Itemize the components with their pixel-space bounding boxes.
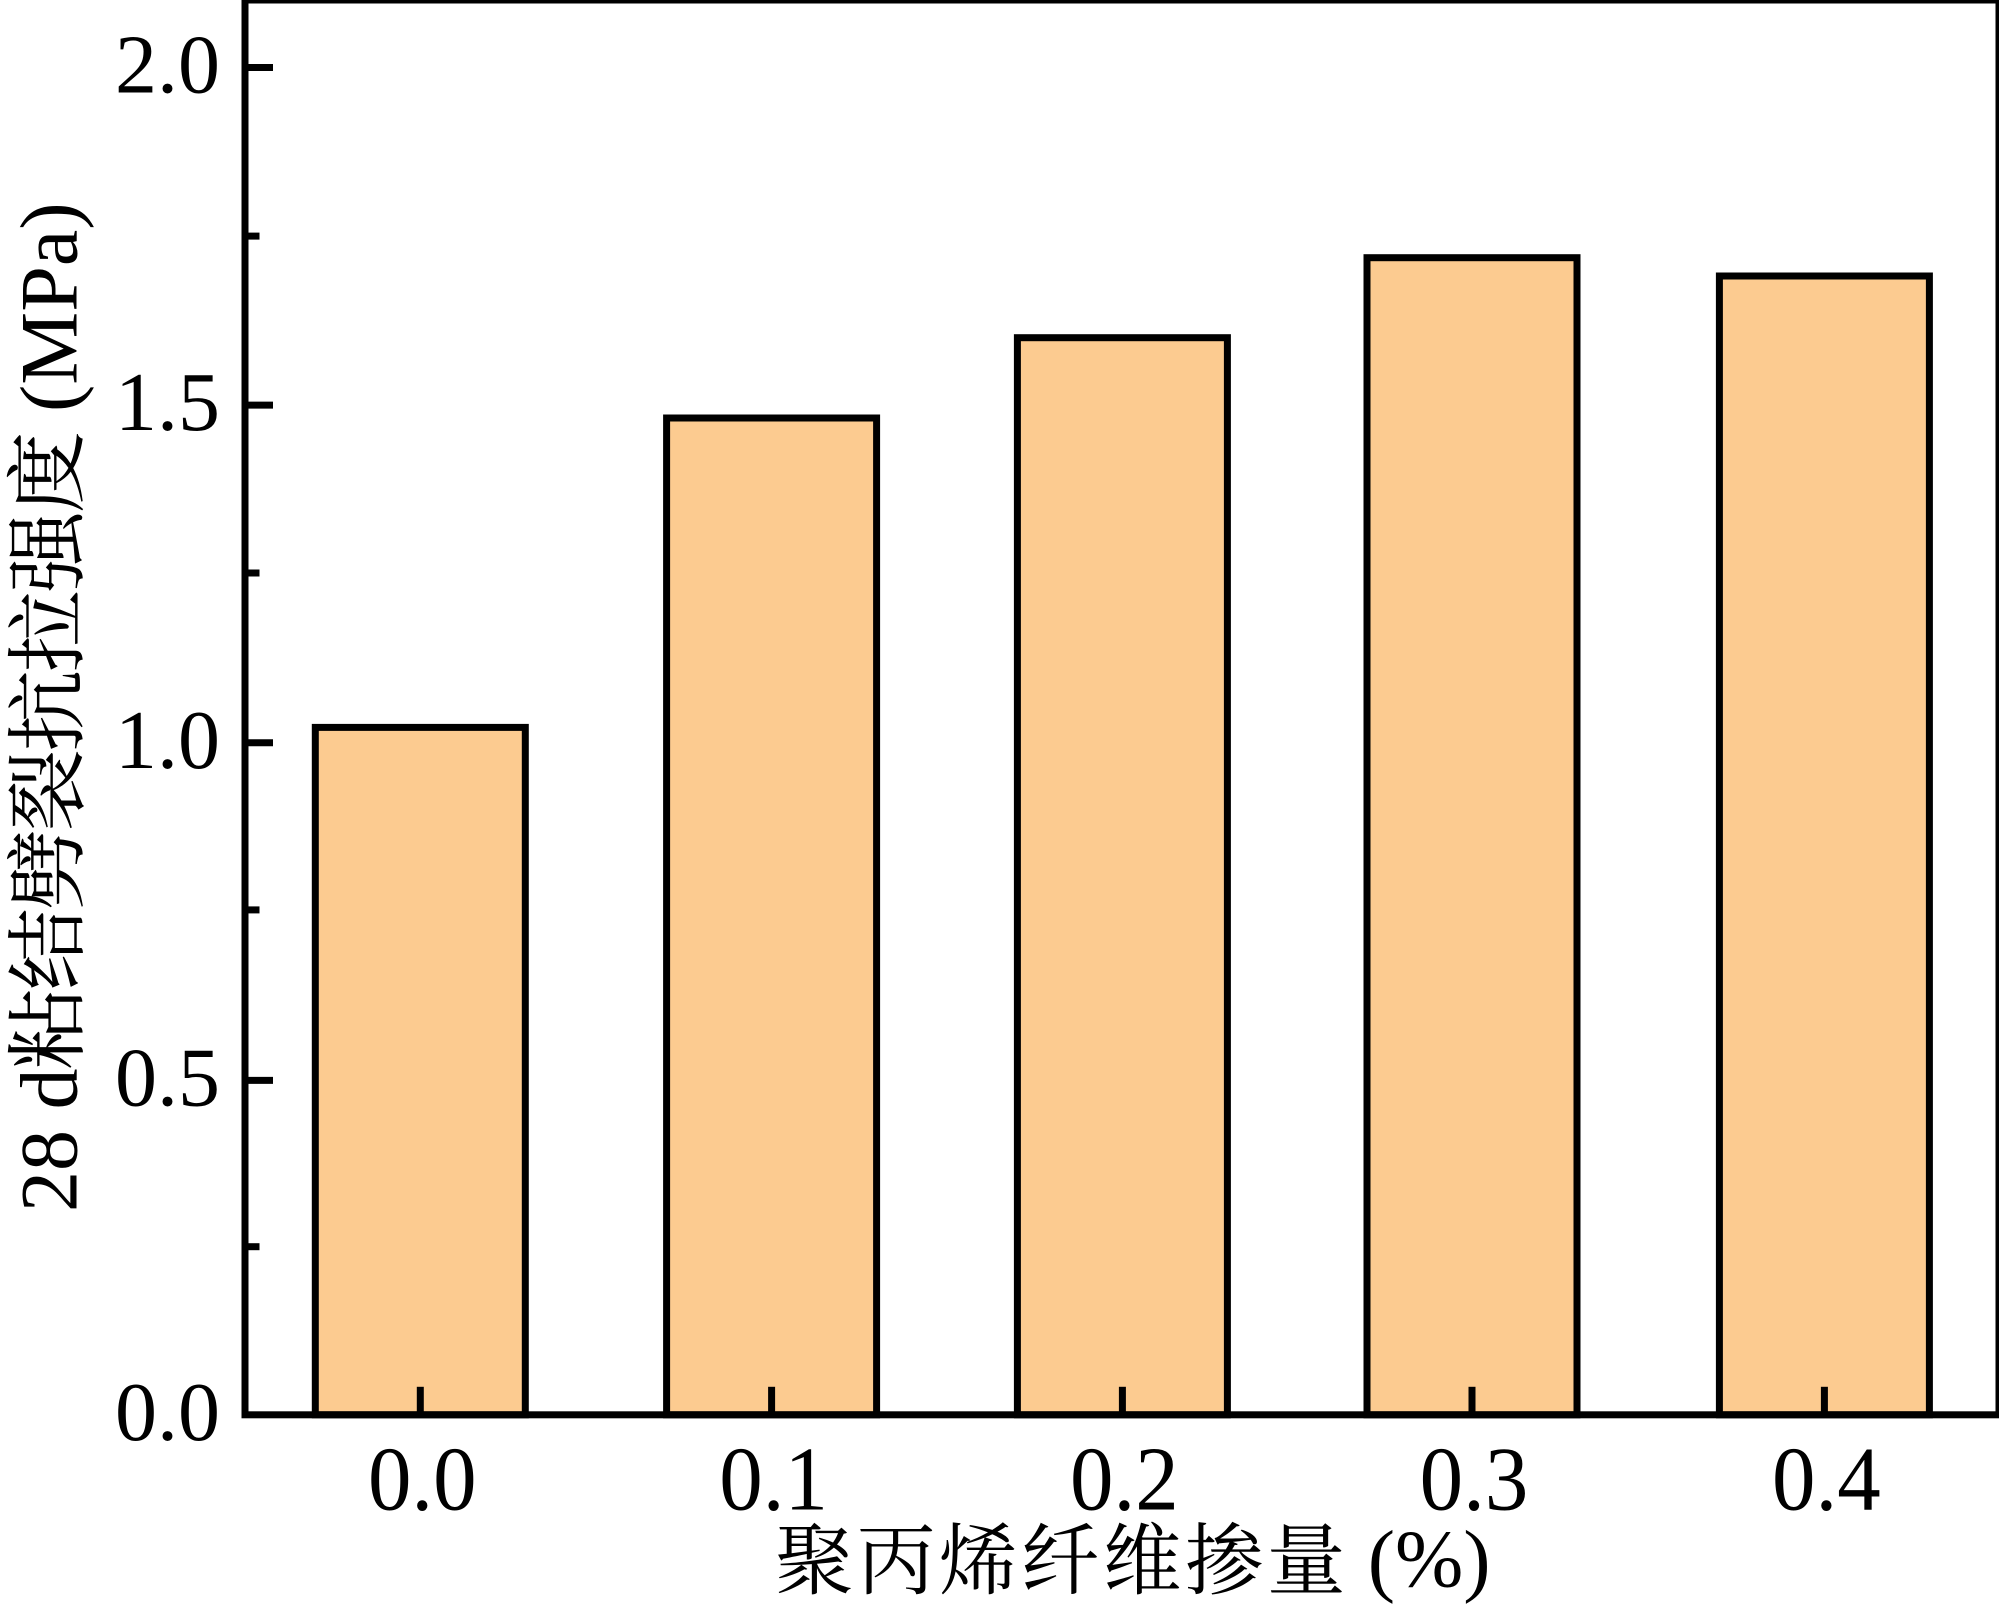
svg-text:28 d: 28 d bbox=[3, 1069, 94, 1213]
svg-text:0.4: 0.4 bbox=[1772, 1430, 1881, 1530]
svg-text:0.0: 0.0 bbox=[115, 1366, 220, 1459]
svg-text:0.2: 0.2 bbox=[1070, 1430, 1179, 1530]
svg-text:(MPa): (MPa) bbox=[3, 202, 94, 432]
svg-text:1.5: 1.5 bbox=[115, 356, 220, 449]
svg-text:2.0: 2.0 bbox=[115, 19, 220, 112]
svg-text:0.5: 0.5 bbox=[115, 1031, 220, 1124]
svg-text:1.0: 1.0 bbox=[115, 694, 220, 787]
svg-text:(%): (%) bbox=[1347, 1514, 1490, 1605]
svg-text:0.3: 0.3 bbox=[1420, 1430, 1529, 1530]
svg-text:0.0: 0.0 bbox=[368, 1430, 477, 1530]
svg-text:0.1: 0.1 bbox=[719, 1430, 828, 1530]
